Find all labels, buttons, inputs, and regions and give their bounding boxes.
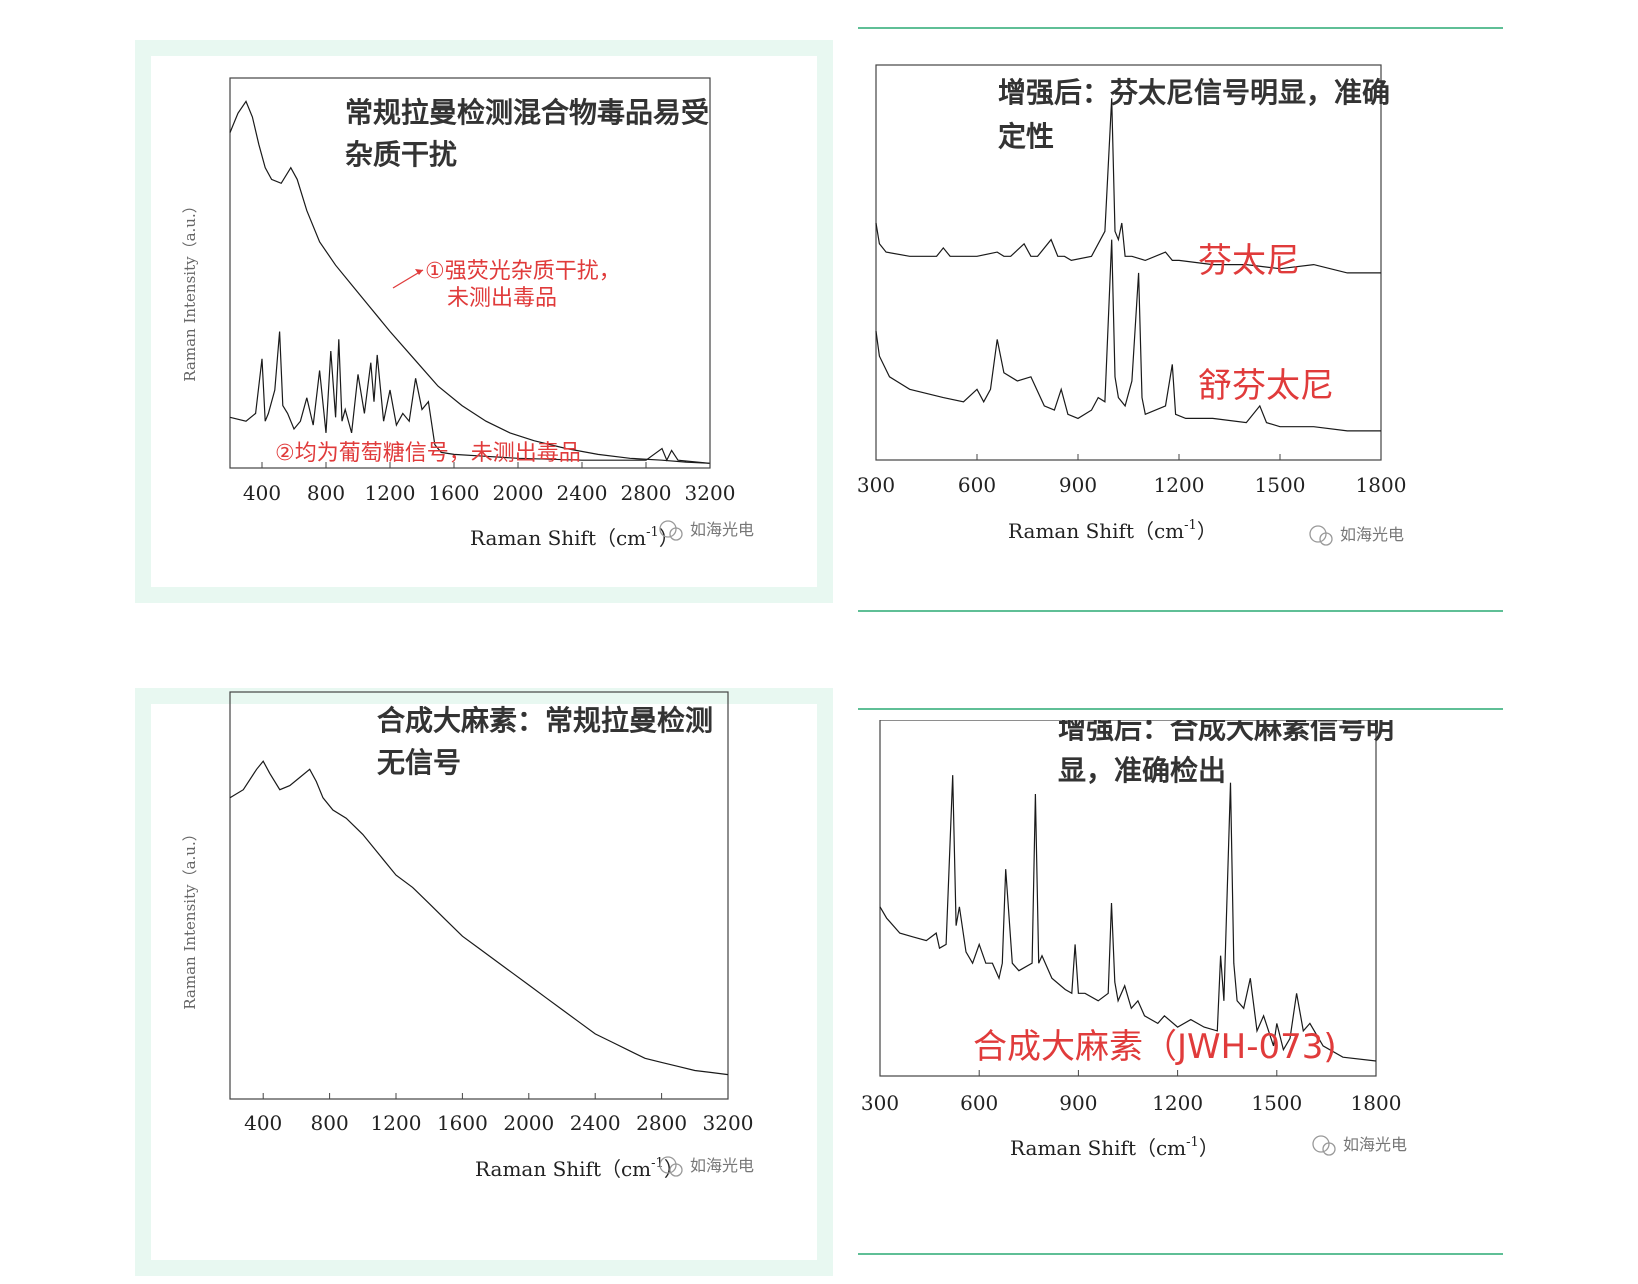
chart-title-line: 无信号 xyxy=(377,746,461,779)
watermark-text: 如海光电 xyxy=(690,1156,754,1175)
x-tick-label: 2800 xyxy=(636,1111,687,1135)
series-line-series-1 xyxy=(875,239,1381,432)
divider-bottom-1 xyxy=(858,708,1503,710)
x-tick-label: 800 xyxy=(307,481,345,505)
watermark: 如海光电 xyxy=(1312,1135,1407,1156)
chart-title-line: 增强后：合成大麻素信号明 xyxy=(1058,720,1394,745)
x-tick-label: 300 xyxy=(861,1091,899,1115)
x-tick-label: 3200 xyxy=(685,481,736,505)
watermark-text: 如海光电 xyxy=(690,520,754,539)
plot-frame xyxy=(875,64,1382,461)
watermark-text: 如海光电 xyxy=(1340,525,1404,544)
x-tick-label: 600 xyxy=(958,473,996,497)
x-tick-label: 1800 xyxy=(1351,1091,1402,1115)
series-line-glucose xyxy=(229,331,711,464)
divider-bottom-2 xyxy=(858,1253,1503,1255)
plot-frame xyxy=(879,720,1377,1077)
x-tick-label: 300 xyxy=(858,473,895,497)
x-axis-label: Raman Shift（cm-1） xyxy=(1008,518,1217,543)
series-line-series-0 xyxy=(879,775,1377,1062)
x-tick-label: 1200 xyxy=(1152,1091,1203,1115)
x-tick-label: 1600 xyxy=(429,481,480,505)
divider-top-2 xyxy=(858,610,1503,612)
watermark-text: 如海光电 xyxy=(1343,1135,1407,1154)
x-tick-label: 600 xyxy=(960,1091,998,1115)
x-tick-label: 2800 xyxy=(621,481,672,505)
chart-title-line: 定性 xyxy=(998,120,1054,153)
chart-title-line: 增强后：芬太尼信号明显，准确 xyxy=(998,76,1390,109)
x-tick-label: 2000 xyxy=(493,481,544,505)
x-tick-label: 2400 xyxy=(557,481,608,505)
series-name-label: 芬太尼 xyxy=(1198,241,1300,281)
x-tick-label: 1500 xyxy=(1251,1091,1302,1115)
x-axis-label: Raman Shift（cm-1） xyxy=(475,1156,684,1181)
panel-frame-3 xyxy=(135,688,833,1276)
panel-frame-1-inner xyxy=(151,56,817,587)
chart-title-line: 合成大麻素：常规拉曼检测 xyxy=(377,704,713,737)
series-line-fluorescence xyxy=(229,760,729,1076)
watermark: 如海光电 xyxy=(659,520,754,541)
chart-conventional-cannabinoid: 400 800 1200 1600 2000 2400 2800 3200 合成大麻素：常规拉曼… xyxy=(181,691,754,1181)
series-name-label: 舒芬太尼 xyxy=(1198,366,1334,406)
watermark: 如海光电 xyxy=(659,1156,754,1177)
x-tick-label: 1200 xyxy=(365,481,416,505)
series-name-label: 合成大麻素（JWH-073) xyxy=(973,1027,1337,1067)
chart-title-line: 杂质干扰 xyxy=(345,138,457,171)
wechat-icon-bubble xyxy=(669,1163,683,1177)
wechat-icon xyxy=(1312,1135,1330,1153)
annotation-arrowhead xyxy=(415,269,423,275)
y-axis-label: Raman Intensity（a.u.） xyxy=(181,198,199,381)
divider-top-1 xyxy=(858,27,1503,29)
annotation-text: ①强荧光杂质干扰， xyxy=(425,259,621,284)
series-line-fluorescence xyxy=(229,100,711,464)
plot-frame xyxy=(229,77,711,469)
y-axis-label: Raman Intensity（a.u.） xyxy=(181,826,199,1009)
x-tick-label: 1800 xyxy=(1356,473,1407,497)
x-tick-label: 400 xyxy=(244,1111,282,1135)
x-tick-label: 1600 xyxy=(437,1111,488,1135)
x-axis-label: Raman Shift（cm-1） xyxy=(470,525,679,550)
chart-conventional-mixture: 400 800 1200 1600 2000 2400 2800 3200 常规拉曼检测混合物毒… xyxy=(181,77,754,550)
x-tick-label: 900 xyxy=(1059,1091,1097,1115)
wechat-icon-bubble xyxy=(1319,532,1333,546)
x-tick-label: 2400 xyxy=(570,1111,621,1135)
plot-frame xyxy=(229,691,729,1100)
x-tick-label: 2000 xyxy=(503,1111,554,1135)
x-tick-label: 900 xyxy=(1059,473,1097,497)
x-tick-label: 800 xyxy=(311,1111,349,1135)
annotation-text: 未测出毒品 xyxy=(447,286,557,311)
chart-title-line: 常规拉曼检测混合物毒品易受 xyxy=(345,96,709,129)
x-tick-label: 3200 xyxy=(703,1111,754,1135)
series-line-series-0 xyxy=(875,98,1381,274)
wechat-icon-bubble xyxy=(669,527,683,541)
x-tick-label: 1200 xyxy=(371,1111,422,1135)
chart-title-line: 显，准确检出 xyxy=(1058,754,1226,787)
panel-frame-1 xyxy=(135,40,833,603)
x-tick-label: 1500 xyxy=(1255,473,1306,497)
wechat-icon xyxy=(1309,525,1327,543)
panel-frame-3-inner xyxy=(151,704,817,1260)
x-tick-label: 400 xyxy=(243,481,281,505)
watermark: 如海光电 xyxy=(1309,525,1404,546)
x-axis-label: Raman Shift（cm-1） xyxy=(1010,1135,1219,1160)
wechat-icon xyxy=(659,1156,677,1174)
wechat-icon xyxy=(659,520,677,538)
wechat-icon-bubble xyxy=(1322,1142,1336,1156)
annotation-text: ②均为葡萄糖信号，未测出毒品 xyxy=(275,441,581,466)
x-tick-label: 1200 xyxy=(1154,473,1205,497)
